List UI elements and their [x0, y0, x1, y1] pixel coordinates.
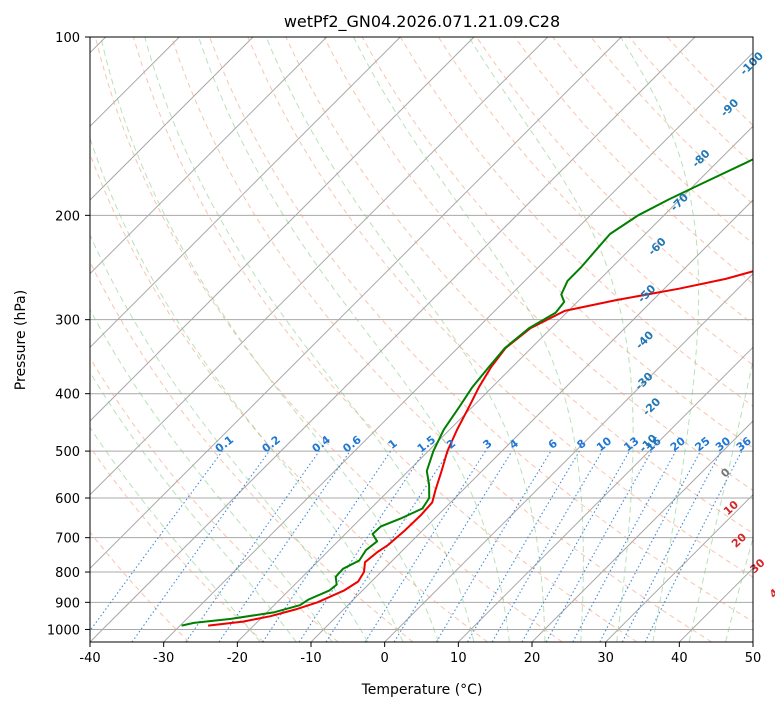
y-tick-label: 500	[55, 445, 80, 460]
moist-adiabat-line	[198, 37, 510, 642]
isotherm-line	[605, 493, 753, 642]
y-tick-label: 200	[55, 209, 80, 224]
y-tick-label: 400	[55, 388, 80, 403]
dry-adiabat-line	[94, 37, 563, 642]
isotherm-line	[90, 37, 549, 496]
dry-adiabat-line	[171, 37, 712, 642]
moist-adiabat-line	[620, 37, 700, 642]
mixing-ratio-line	[325, 450, 450, 642]
moist-adiabat-line	[353, 37, 584, 642]
plot-frame	[89, 36, 754, 643]
x-tick-label: 50	[745, 651, 762, 666]
y-tick-label: 300	[55, 314, 80, 329]
isotherm-line	[90, 37, 696, 642]
moist-adiabat-line	[265, 37, 546, 642]
dewpoint-line	[181, 158, 753, 627]
profile-lines	[181, 158, 753, 627]
isotherm-line	[90, 37, 328, 275]
y-tick-label: 1000	[47, 623, 80, 638]
x-tick-label: 10	[450, 651, 467, 666]
axes: -40 -30 -20 -10 0 10 20 30 40 50 100 200 300 400 500 60…	[47, 31, 761, 666]
dry-adiabat-line	[132, 37, 638, 642]
dry-adiabat-line	[90, 446, 264, 642]
moist-adiabat-line	[688, 358, 753, 642]
x-tick-label: 30	[597, 651, 614, 666]
x-axis-label: Temperature (°C)	[361, 682, 483, 698]
mixing-ratio-line	[521, 450, 630, 642]
dry-adiabat-line	[209, 37, 753, 623]
moist-adiabat-line	[100, 37, 439, 642]
background-lines	[90, 37, 753, 642]
plot-background	[90, 37, 753, 642]
y-tick-label: 800	[55, 566, 80, 581]
mixing-ratio-line	[644, 450, 743, 642]
mixing-ratio-line	[572, 450, 677, 642]
moist-adiabat-line	[725, 536, 753, 642]
isotherm-line	[457, 346, 753, 642]
dry-adiabat-line	[90, 260, 414, 642]
moist-adiabat-line	[144, 37, 475, 642]
dry-adiabat-line	[247, 37, 753, 578]
y-tick-label: 700	[55, 532, 80, 547]
isotherm-line	[90, 37, 401, 349]
dry-adiabat-line	[514, 37, 753, 285]
mixing-ratio-line	[90, 450, 223, 632]
mixing-ratio-line	[393, 450, 513, 642]
moist-adiabat-line	[90, 233, 369, 642]
isotherm-line	[531, 420, 753, 642]
y-tick-label: 100	[55, 31, 80, 46]
x-tick-label: -20	[227, 651, 248, 666]
isotherm-line	[384, 272, 753, 642]
x-tick-label: -40	[79, 651, 100, 666]
y-axis-label: Pressure (hPa)	[13, 290, 29, 390]
moist-adiabat-line	[90, 136, 404, 642]
mixing-ratio-line	[262, 450, 392, 642]
x-tick-label: 40	[671, 651, 688, 666]
isotherm-line	[236, 125, 753, 642]
y-tick-label: 600	[55, 492, 80, 507]
dry-adiabat-line	[90, 531, 190, 642]
dry-adiabat-line	[90, 152, 488, 642]
moist-adiabat-line	[90, 426, 261, 642]
moist-adiabat-line	[90, 371, 297, 642]
dry-adiabat-label: 40	[767, 581, 775, 601]
moist-adiabat-line	[90, 308, 333, 642]
isotherm-line	[163, 51, 753, 642]
mixing-ratio-line	[185, 450, 320, 642]
x-tick-label: 0	[381, 651, 389, 666]
y-tick-label: 900	[55, 596, 80, 611]
mixing-ratio-line	[545, 450, 653, 642]
isotherm-line	[90, 37, 622, 570]
dry-adiabat-line	[361, 37, 753, 449]
dry-adiabat-line	[399, 37, 753, 407]
isotherm-line	[90, 37, 254, 201]
chart-title: wetPf2_GN04.2026.071.21.09.C28	[284, 12, 560, 32]
dry-adiabat-line	[90, 356, 339, 642]
mixing-ratio-line	[298, 450, 425, 642]
isotherm-line	[90, 37, 475, 422]
isotherm-line	[752, 641, 753, 642]
mixing-ratio-line	[131, 450, 270, 642]
x-tick-label: -10	[300, 651, 321, 666]
x-tick-label: -30	[153, 651, 174, 666]
x-tick-label: 20	[524, 651, 541, 666]
